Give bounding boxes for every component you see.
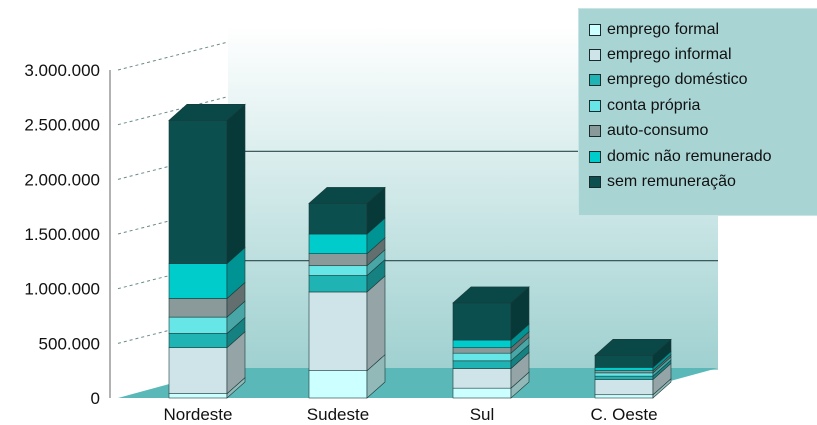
legend-label: emprego formal	[607, 20, 720, 38]
bar-segment	[594, 394, 654, 399]
bar-segment	[452, 387, 512, 399]
bar-segment	[168, 316, 228, 334]
bar-segment	[168, 263, 228, 299]
legend-label: emprego doméstico	[607, 71, 748, 89]
bar-segment	[168, 393, 228, 399]
legend-swatch	[589, 150, 601, 163]
legend-item: emprego formal	[589, 17, 817, 42]
legend-item: emprego informal	[589, 42, 817, 67]
bar-segment	[168, 298, 228, 318]
legend-label: conta própria	[607, 96, 701, 114]
x-tick-label: Nordeste	[164, 405, 233, 424]
legend-swatch	[589, 49, 601, 62]
bar-segment	[308, 265, 368, 276]
legend-label: auto-consumo	[607, 122, 709, 140]
bar-segment	[594, 367, 654, 371]
bar-segment	[308, 291, 368, 371]
legend-swatch	[589, 23, 601, 36]
legend-item: emprego doméstico	[589, 68, 817, 93]
bar-segment	[452, 347, 512, 354]
bar-segment	[594, 370, 654, 374]
bar-segment	[452, 352, 512, 362]
legend-item: conta própria	[589, 93, 817, 118]
bar-segment	[308, 203, 368, 235]
legend-swatch	[589, 125, 601, 138]
bar-top	[452, 286, 530, 304]
bar-top	[308, 187, 386, 204]
legend-item: sem remuneração	[589, 169, 817, 194]
y-tick-label: 3.000.000	[24, 61, 100, 80]
legend-item: domic não remunerado	[589, 144, 817, 169]
bar-top	[168, 103, 246, 121]
y-tick-label: 1.500.000	[24, 225, 100, 244]
y-tick-label: 2.500.000	[24, 116, 100, 135]
legend: emprego formal emprego informal emprego do…	[578, 8, 817, 216]
bar-segment	[594, 372, 654, 377]
legend-swatch	[589, 99, 601, 112]
legend-swatch	[589, 176, 601, 189]
x-tick-label: C. Oeste	[590, 405, 657, 424]
legend-label: domic não remunerado	[607, 147, 772, 165]
gridline-side	[117, 41, 229, 71]
bar-segment	[594, 355, 654, 368]
bar-segment	[168, 333, 228, 349]
y-tick-label: 0	[91, 389, 100, 408]
legend-label: sem remuneração	[607, 173, 736, 191]
bar-segment	[308, 370, 368, 399]
legend-label: emprego informal	[607, 46, 732, 64]
bar-segment	[308, 275, 368, 293]
x-tick-label: Sudeste	[307, 405, 369, 424]
y-tick-label: 1.000.000	[24, 280, 100, 299]
y-tick-label: 2.000.000	[24, 170, 100, 189]
bar-segment	[452, 302, 512, 341]
bar-segment	[168, 347, 228, 394]
x-tick-label: Sul	[470, 405, 495, 424]
legend-swatch	[589, 74, 601, 87]
bar-segment-side	[366, 275, 386, 372]
bar-segment	[594, 375, 654, 380]
bar-segment	[168, 119, 228, 264]
bar-segment	[452, 339, 512, 349]
bars-group	[168, 103, 672, 399]
y-tick-label: 500.000	[39, 334, 100, 353]
bar-stack-sul	[452, 286, 530, 399]
bar-segment	[308, 253, 368, 267]
bar-stack-nordeste	[168, 103, 246, 399]
legend-item: auto-consumo	[589, 119, 817, 144]
chart-floor	[118, 368, 718, 398]
gridline-side	[117, 96, 229, 126]
x-tick-labels: Nordeste Sudeste Sul C. Oeste	[164, 405, 658, 424]
bar-segment	[452, 368, 512, 389]
y-tick-labels: 0 500.000 1.000.000 1.500.000 2.000.000 2.500…	[24, 61, 100, 408]
bar-stack-sudeste	[308, 186, 386, 399]
bar-segment	[594, 379, 654, 396]
bar-segment	[452, 360, 512, 369]
bar-segment-side	[226, 103, 246, 265]
bar-stack-c-oeste	[594, 338, 672, 399]
bar-top	[594, 339, 672, 356]
bar-segment	[308, 233, 368, 254]
